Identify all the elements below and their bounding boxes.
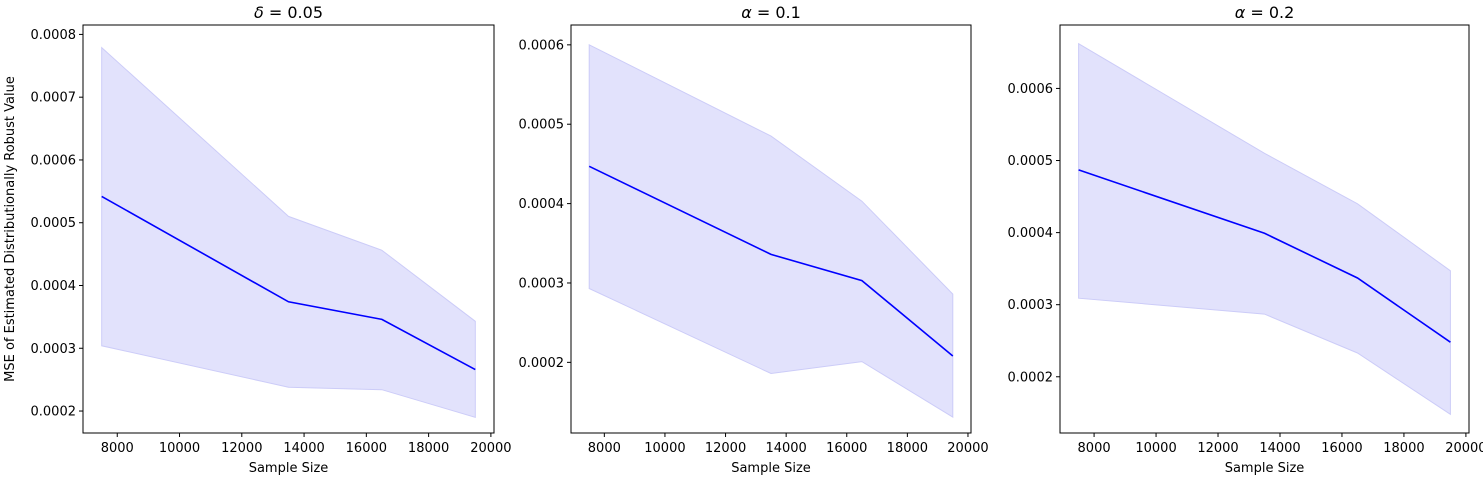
data-point [380,318,383,321]
x-tick-label: 10000 [159,441,200,456]
y-tick-label: 0.0004 [31,279,77,294]
x-tick-label: 16000 [1321,441,1362,456]
data-point [1356,277,1359,280]
x-tick-label: 18000 [408,441,449,456]
y-tick-label: 0.0007 [31,91,77,106]
confidence-band [101,46,476,418]
data-point [1263,232,1266,235]
chart-panel-2: 8000 10000 12000 14000 16000 18000 20000 0.0002… [519,3,989,476]
y-axis-label: MSE of Estimated Distributionally Robust… [3,76,18,382]
x-tick-label: 12000 [1197,441,1238,456]
title-value: 0.05 [287,3,323,22]
y-tick-label: 0.0002 [31,405,77,420]
x-tick-label: 20000 [1445,441,1483,456]
series-line [588,165,954,357]
x-tick-label: 12000 [705,441,746,456]
y-tick-label: 0.0005 [519,118,565,133]
confidence-band [1078,42,1451,416]
x-tick-label: 18000 [887,441,928,456]
y-tick-label: 0.0006 [31,153,77,168]
y-tick-label: 0.0004 [519,197,565,212]
x-tick-label: 8000 [1078,441,1111,456]
data-point [287,300,290,303]
axes-frame [1059,24,1470,434]
y-tick-label: 0.0002 [1008,370,1054,385]
data-point [474,368,477,371]
y-tick-label: 0.0005 [31,216,77,231]
x-tick-label: 8000 [588,441,621,456]
data-point [770,253,773,256]
x-tick-label: 20000 [470,441,511,456]
axes-frame [82,24,495,434]
chart-title: α = 0.2 [1235,3,1295,22]
data-point [588,165,591,168]
title-value: 0.2 [1269,3,1294,22]
y-tick-label: 0.0003 [519,276,565,291]
title-equals: = [1245,3,1269,22]
data-point [1449,341,1452,344]
x-tick-label: 14000 [1259,441,1300,456]
chart-panel-1: 8000 10000 12000 14000 16000 18000 20000 0.0002… [3,3,512,476]
x-tick-label: 20000 [947,441,988,456]
x-tick-label: 14000 [283,441,324,456]
y-tick-label: 0.0002 [519,356,565,371]
x-tick-label: 10000 [644,441,685,456]
chart-title: δ = 0.05 [254,3,323,22]
x-tick-label: 12000 [221,441,262,456]
y-tick-label: 0.0006 [519,38,565,53]
series-line [1078,169,1451,343]
y-tick-label: 0.0003 [31,342,77,357]
series-line [101,195,476,371]
title-symbol: δ [254,3,264,22]
x-tick-label: 16000 [346,441,387,456]
x-tick-label: 18000 [1383,441,1424,456]
title-equals: = [752,3,776,22]
y-tick-label: 0.0006 [1008,82,1054,97]
data-point [100,195,103,198]
chart-title: α = 0.1 [741,3,801,22]
data-point [951,355,954,358]
x-tick-label: 8000 [101,441,134,456]
y-tick-label: 0.0003 [1008,298,1054,313]
y-tick-label: 0.0008 [31,28,77,43]
x-axis-label: Sample Size [249,461,329,476]
title-equals: = [264,3,288,22]
title-symbol: α [1235,3,1246,22]
chart-panel-3: 8000 10000 12000 14000 16000 18000 20000 0.0002… [1008,3,1483,476]
title-symbol: α [741,3,752,22]
axes-frame [570,24,972,434]
x-tick-label: 14000 [765,441,806,456]
title-value: 0.1 [775,3,800,22]
x-axis-label: Sample Size [1225,461,1305,476]
y-tick-label: 0.0005 [1008,154,1054,169]
x-axis-label: Sample Size [731,461,811,476]
y-tick-label: 0.0004 [1008,226,1054,241]
data-point [1077,168,1080,171]
x-tick-label: 10000 [1135,441,1176,456]
confidence-band [588,43,954,418]
data-point [860,279,863,282]
x-tick-label: 16000 [826,441,867,456]
